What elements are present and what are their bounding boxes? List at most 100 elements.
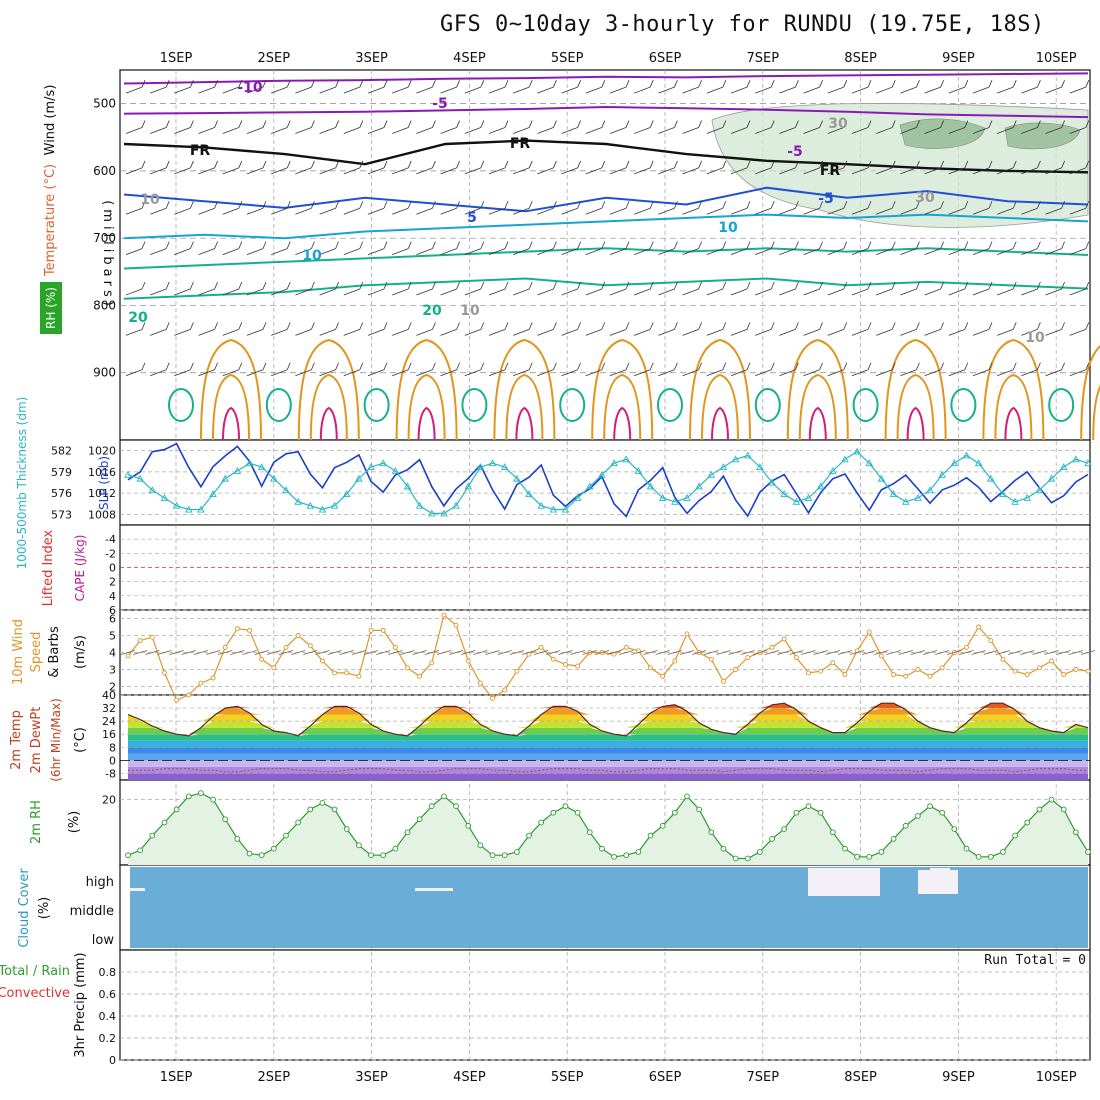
- wind-barb: [997, 86, 1014, 94]
- wind-barb: [246, 369, 264, 377]
- wind-speed-point: [441, 612, 447, 618]
- wind-barb: [843, 241, 848, 249]
- contour-label: FR: [190, 143, 211, 159]
- wind-speed-point: [502, 687, 508, 693]
- rh-point: [623, 852, 630, 859]
- x-tick-top: 5SEP: [551, 51, 584, 66]
- wind-barb: [900, 369, 917, 377]
- rh-point: [550, 809, 557, 816]
- contour-label: 10: [140, 192, 160, 208]
- wind-barb: [924, 369, 941, 377]
- wind-barb: [746, 160, 751, 169]
- wind-barb: [916, 80, 920, 88]
- wind-barb: [480, 201, 485, 209]
- wind-barb: [440, 167, 457, 175]
- wind-barb: [488, 207, 506, 215]
- wind-barb: [343, 207, 360, 215]
- y-axis-label-wind-line2: Speed: [29, 632, 44, 673]
- wind-barb: [1012, 201, 1017, 209]
- thickness-point: [415, 501, 424, 509]
- wind-speed-point: [976, 624, 982, 630]
- wind-barb: [513, 248, 530, 256]
- wind-barb: [335, 201, 339, 209]
- wind-barb-10m: [606, 650, 622, 655]
- wind-barb: [383, 241, 388, 249]
- wind-barb: [851, 328, 869, 336]
- wind-barb: [150, 288, 167, 296]
- rh-point: [514, 849, 520, 855]
- wind-barb: [698, 362, 702, 370]
- wind-barb: [746, 362, 751, 370]
- wind-barb: [141, 120, 146, 128]
- wind-barb: [770, 362, 775, 370]
- rh-point: [1048, 796, 1055, 803]
- wind-barb: [464, 288, 481, 296]
- wind-barb: [779, 167, 796, 175]
- wind-barb: [456, 241, 460, 249]
- wind-barb: [803, 207, 820, 215]
- wind-barb: [1085, 241, 1090, 249]
- rh-point: [671, 809, 678, 816]
- wind-speed-point: [891, 672, 897, 678]
- wind-barb: [222, 288, 239, 296]
- wind-barb: [456, 80, 460, 88]
- wind-barb: [190, 241, 194, 249]
- wind-barb: [464, 328, 481, 336]
- wind-barb: [698, 120, 702, 128]
- wind-barb: [246, 207, 264, 215]
- legend-precip-convective: Convective: [0, 986, 70, 1001]
- wind-barb: [165, 120, 170, 128]
- slp-series: [127, 442, 1089, 518]
- thickness-point: [197, 505, 205, 513]
- thickness-point: [428, 509, 436, 517]
- wind-barb: [537, 127, 554, 134]
- wind-barb: [746, 201, 751, 209]
- rh-point: [708, 829, 715, 836]
- wind-barb: [528, 322, 533, 330]
- temperature-contour-diurnal: [786, 338, 849, 441]
- wind-barb: [504, 241, 509, 249]
- rh-point: [246, 850, 253, 857]
- wind-barb: [432, 362, 436, 370]
- temperature-band: [128, 740, 1088, 748]
- wind-barb: [997, 127, 1014, 134]
- wind-barb: [464, 207, 481, 215]
- wind-barb: [722, 160, 727, 169]
- wind-barb: [795, 322, 799, 330]
- rh-point: [501, 852, 508, 859]
- wind-barb: [190, 281, 194, 290]
- wind-barb: [851, 86, 869, 94]
- wind-barb: [891, 120, 896, 128]
- slp-tick-label: 1008: [88, 508, 116, 521]
- wind-barb: [198, 369, 215, 377]
- thickness-point: [1084, 459, 1092, 467]
- wind-barb-10m: [497, 650, 512, 655]
- wind-barb: [262, 120, 267, 128]
- wind-speed-point: [222, 644, 228, 650]
- wind-barb: [1069, 167, 1086, 175]
- rh-point: [732, 855, 739, 862]
- wind-barb: [456, 120, 460, 128]
- contour-label: FR: [820, 163, 841, 179]
- x-tick-top: 4SEP: [453, 51, 486, 66]
- rh-shading-core: [899, 118, 986, 149]
- wind-barb: [1069, 248, 1086, 256]
- thickness-point: [743, 451, 752, 459]
- temperature-contour-diurnal: [689, 338, 751, 441]
- wind-barb: [722, 281, 727, 290]
- wind-speed-point: [842, 672, 848, 678]
- wind-barb: [1021, 288, 1038, 296]
- y-axis-label-temp-unit: (°C): [73, 727, 88, 753]
- wind-barb: [770, 241, 775, 249]
- thickness-point: [658, 494, 667, 501]
- wind-barb: [319, 86, 336, 94]
- precip-run-total: Run Total = 0: [984, 953, 1086, 968]
- wind-barb: [924, 288, 941, 296]
- wind-barb: [262, 362, 267, 370]
- wind-barb: [141, 160, 146, 169]
- wind-speed-point: [490, 695, 496, 701]
- wind-barb: [407, 281, 412, 290]
- wind-barb: [1045, 207, 1062, 215]
- pressure-tick-label: 700: [93, 231, 116, 245]
- wind-barb: [335, 80, 339, 88]
